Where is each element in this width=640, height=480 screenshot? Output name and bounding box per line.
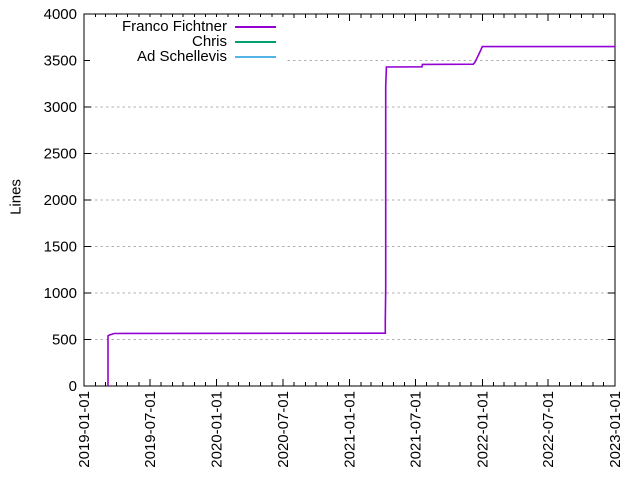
y-tick-label: 2000 — [44, 192, 77, 209]
x-tick-label: 2019-07-01 — [142, 391, 159, 468]
legend-item: Chris — [90, 34, 287, 49]
y-tick-label: 1000 — [44, 285, 77, 302]
legend-line-sample — [235, 55, 276, 58]
x-tick-label: 2023-01-01 — [607, 391, 624, 468]
x-tick-label: 2021-07-01 — [407, 391, 424, 468]
legend-label: Chris — [191, 33, 227, 50]
series-line-franco-fichtner — [107, 45, 615, 386]
x-tick-label: 2020-07-01 — [275, 391, 292, 468]
x-tick-label: 2021-01-01 — [342, 391, 359, 468]
y-tick-label: 1500 — [44, 239, 77, 256]
legend-line-sample — [235, 40, 276, 43]
legend: Franco Fichtner Chris Ad Schellevis — [90, 17, 287, 64]
legend-label: Ad Schellevis — [136, 48, 227, 65]
legend-label: Franco Fichtner — [121, 18, 227, 35]
x-tick-label: 2022-07-01 — [540, 391, 557, 468]
y-tick-label: 500 — [52, 332, 77, 349]
legend-line-sample — [235, 25, 276, 28]
legend-item: Ad Schellevis — [90, 49, 287, 64]
x-tick-label: 2019-01-01 — [76, 391, 93, 468]
x-tick-label: 2022-01-01 — [474, 391, 491, 468]
y-tick-label: 4000 — [44, 6, 77, 23]
y-tick-label: 0 — [69, 378, 77, 395]
legend-item: Franco Fichtner — [90, 19, 287, 34]
plot-border — [83, 13, 616, 387]
y-axis-title: Lines — [7, 179, 25, 215]
x-tick-label: 2020-01-01 — [209, 391, 226, 468]
y-tick-label: 3500 — [44, 53, 77, 70]
y-tick-label: 3000 — [44, 99, 77, 116]
y-tick-label: 2500 — [44, 146, 77, 163]
